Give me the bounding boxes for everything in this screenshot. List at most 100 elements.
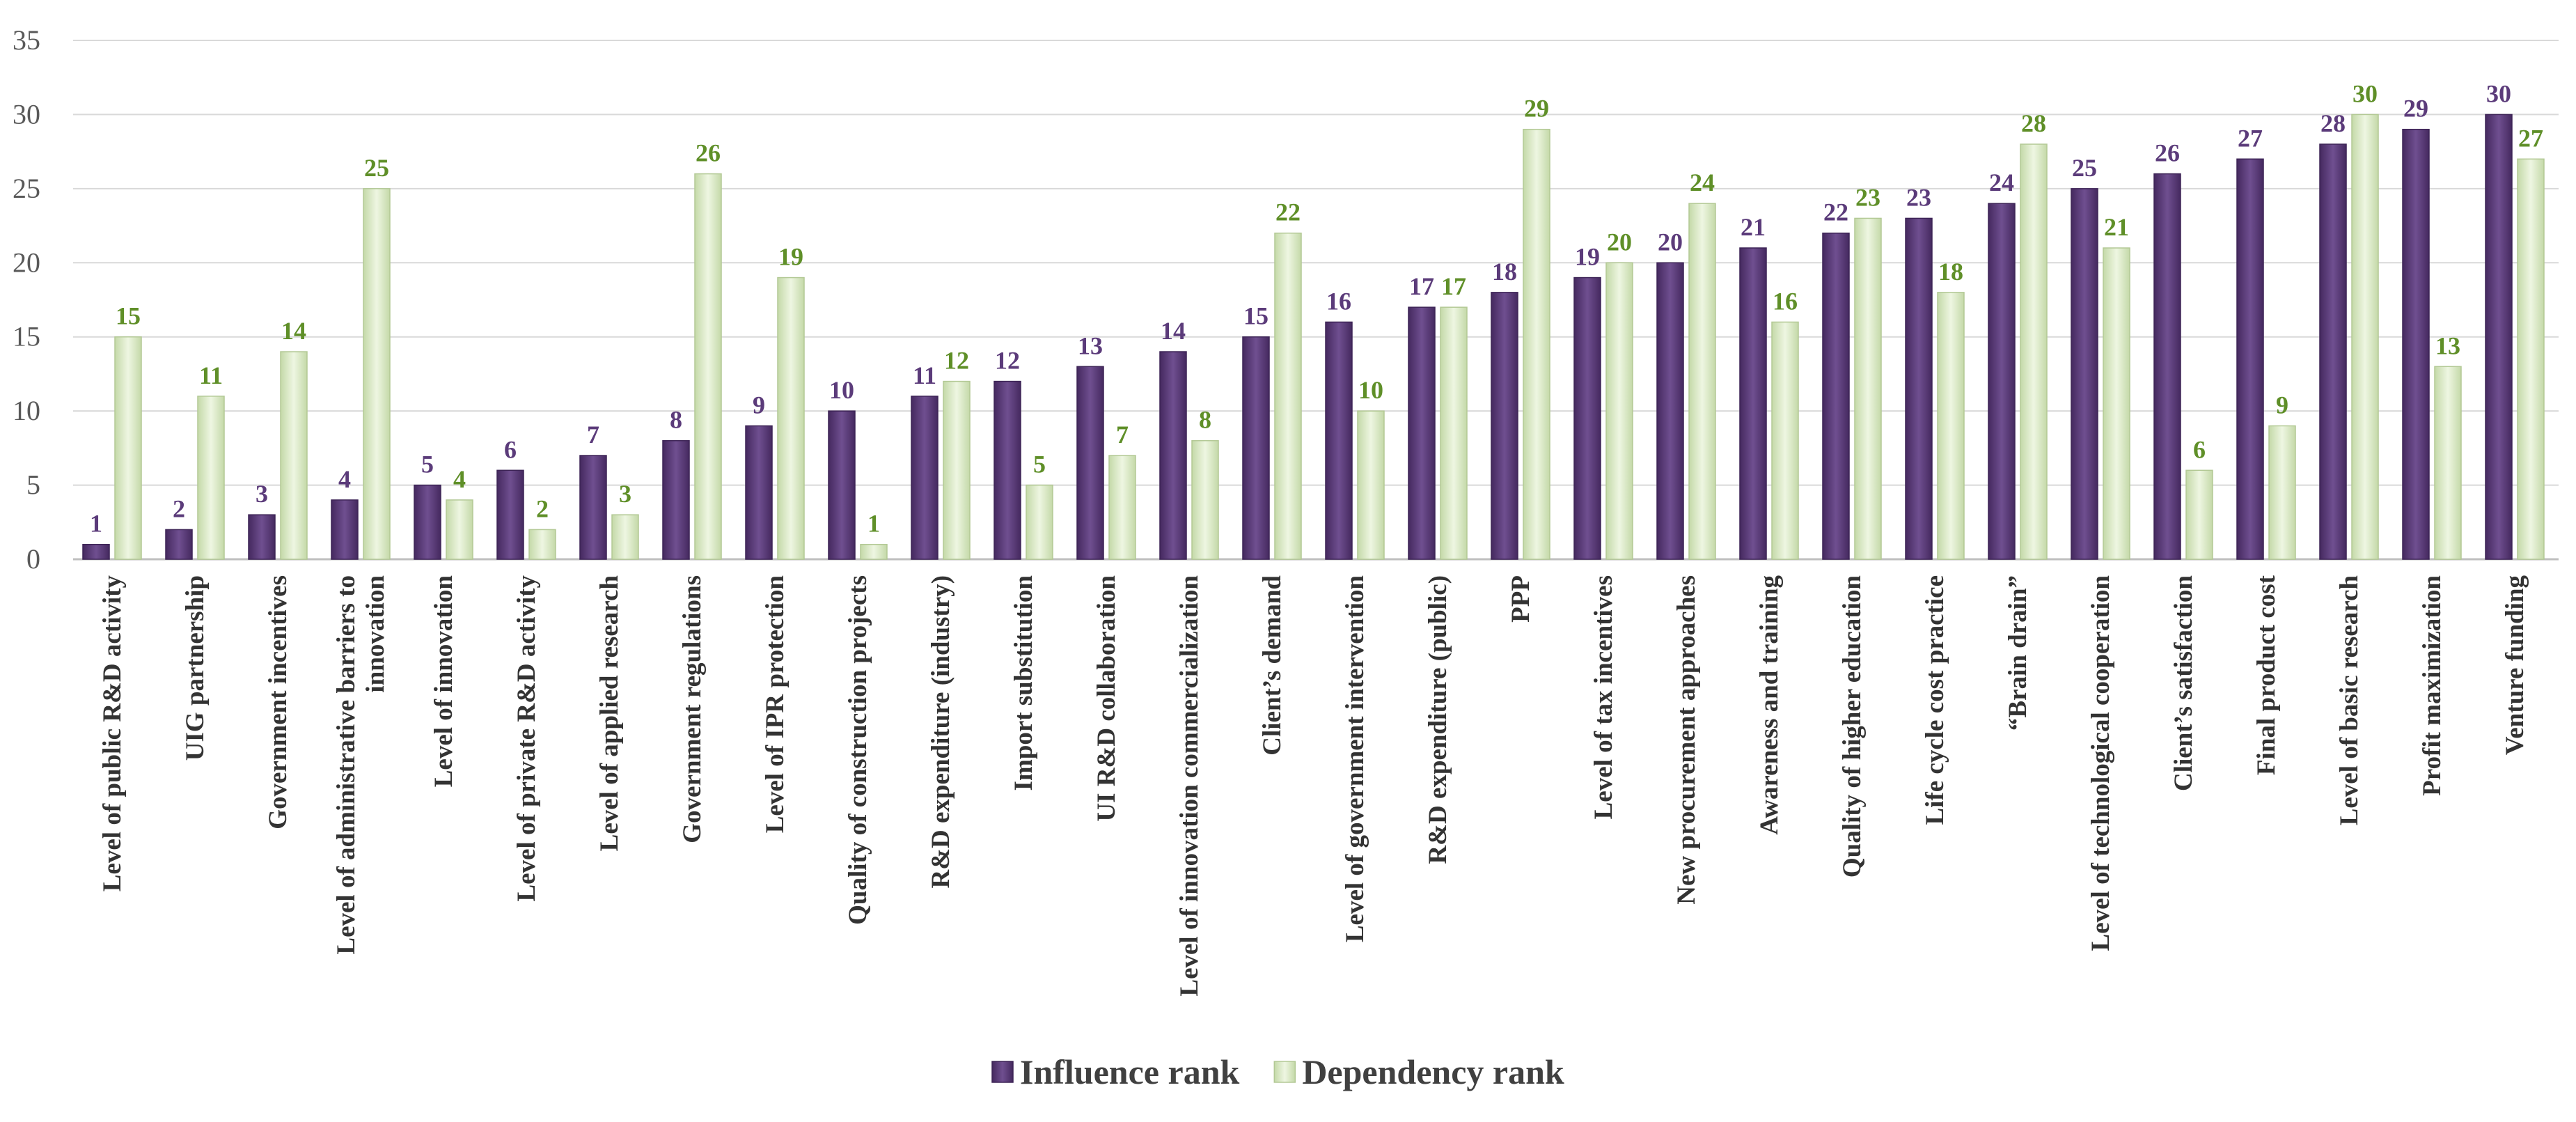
- x-axis-label-line: Profit maximization: [2418, 575, 2447, 796]
- data-label-dependency: 4: [453, 465, 466, 493]
- x-axis-label-line: Awareness and training: [1755, 575, 1784, 835]
- data-label-dependency: 22: [1275, 198, 1301, 226]
- bar-influence: [828, 410, 856, 560]
- data-label-influence: 25: [2072, 154, 2097, 182]
- bar-dependency: [1274, 232, 1302, 560]
- x-axis-label: Level of basic research: [2335, 575, 2364, 826]
- data-label-dependency: 16: [1773, 287, 1798, 315]
- data-label-influence: 11: [913, 361, 936, 389]
- bar-influence: [1656, 262, 1684, 560]
- bar-influence: [745, 425, 773, 560]
- data-label-dependency: 11: [199, 361, 223, 389]
- x-axis-label: UI R&D collaboration: [1092, 575, 1121, 822]
- data-label-dependency: 19: [778, 243, 803, 271]
- data-label-dependency: 9: [2276, 391, 2288, 419]
- x-axis-label: Profit maximization: [2418, 575, 2447, 796]
- data-label-influence: 1: [90, 510, 102, 538]
- data-label-influence: 22: [1823, 198, 1848, 226]
- x-axis-label: Level of public R&D activity: [98, 575, 127, 892]
- legend-swatch-dependency: [1273, 1061, 1296, 1083]
- x-axis-label-line: Import substitution: [1010, 575, 1038, 791]
- bar-influence: [248, 514, 276, 560]
- data-label-influence: 17: [1409, 272, 1434, 300]
- data-label-influence: 30: [2486, 79, 2511, 107]
- bar-dependency: [1605, 262, 1633, 560]
- x-axis-label: Venture funding: [2501, 575, 2529, 756]
- bar-dependency: [2020, 143, 2048, 560]
- x-axis-label-line: Level of applied research: [595, 575, 624, 852]
- x-axis-label: Level of technological cooperation: [2087, 575, 2115, 951]
- bar-influence: [1159, 351, 1187, 560]
- data-label-dependency: 13: [2435, 332, 2460, 359]
- data-label-influence: 4: [338, 465, 351, 493]
- bar-influence: [2402, 128, 2430, 560]
- bar-influence: [662, 439, 690, 560]
- data-label-influence: 14: [1161, 317, 1186, 345]
- x-axis-label: Level of administrative barriers to innov…: [332, 575, 390, 955]
- data-label-influence: 26: [2155, 139, 2180, 167]
- bar-influence: [994, 380, 1021, 560]
- x-axis-label-line: Level of tax incentives: [1589, 575, 1618, 819]
- bar-influence: [1739, 247, 1767, 560]
- x-axis-label: Government regulations: [678, 575, 707, 843]
- data-label-influence: 23: [1906, 183, 1931, 211]
- x-axis-label-line: Level of innovation: [430, 575, 458, 788]
- y-tick-label: 30: [13, 98, 40, 130]
- bar-influence: [414, 484, 441, 560]
- data-label-influence: 3: [256, 480, 268, 508]
- bar-influence: [331, 499, 359, 560]
- bar-influence: [1408, 306, 1436, 560]
- y-tick-label: 5: [26, 469, 40, 501]
- data-label-influence: 28: [2320, 109, 2346, 137]
- bar-dependency: [363, 188, 391, 560]
- bar-dependency: [1440, 306, 1468, 560]
- bar-influence: [1242, 336, 1270, 560]
- x-axis-label-line: Level of innovation commercialization: [1175, 575, 1204, 997]
- bar-influence: [496, 469, 524, 560]
- y-tick-label: 20: [13, 247, 40, 278]
- bar-influence: [1325, 321, 1353, 560]
- data-label-dependency: 15: [116, 302, 141, 330]
- x-axis-label-line: New procurement approaches: [1672, 575, 1701, 905]
- bar-dependency: [1854, 217, 1882, 560]
- data-label-dependency: 25: [364, 154, 389, 182]
- bar-dependency: [1523, 128, 1550, 560]
- bar-dependency: [280, 351, 308, 560]
- data-label-dependency: 1: [867, 510, 880, 538]
- bar-influence: [1491, 292, 1518, 560]
- data-label-influence: 5: [421, 451, 434, 478]
- x-axis-label-line: Venture funding: [2501, 575, 2529, 756]
- data-label-influence: 12: [995, 347, 1020, 375]
- x-axis-label: Level of government intervention: [1341, 575, 1369, 943]
- bar-influence: [2071, 188, 2098, 560]
- bar-influence: [1905, 217, 1933, 560]
- data-label-dependency: 27: [2518, 124, 2543, 152]
- data-label-dependency: 3: [619, 480, 631, 508]
- data-label-influence: 10: [829, 376, 854, 404]
- bar-influence: [1573, 276, 1601, 560]
- data-label-dependency: 7: [1116, 421, 1129, 449]
- x-axis-label: Life cycle cost practice: [1921, 575, 1949, 825]
- x-axis-label: R&D expenditure (public): [1424, 575, 1452, 864]
- data-label-influence: 21: [1741, 213, 1766, 241]
- data-label-influence: 2: [173, 494, 185, 522]
- data-label-influence: 19: [1575, 243, 1600, 271]
- x-axis-label: Awareness and training: [1755, 575, 1784, 835]
- bar-influence: [2236, 158, 2264, 560]
- x-axis-label: Level of tax incentives: [1589, 575, 1618, 819]
- x-axis-label-line: Government regulations: [678, 575, 707, 843]
- y-tick-label: 25: [13, 173, 40, 204]
- x-axis-label-line: Level of administrative barriers to: [332, 575, 361, 955]
- x-axis-label: “Brain drain”: [2004, 575, 2032, 731]
- x-axis-label-line: Level of government intervention: [1341, 575, 1369, 943]
- bar-influence: [2153, 173, 2181, 560]
- x-axis-label-line: PPP: [1507, 575, 1535, 623]
- bar-influence: [911, 396, 938, 560]
- bar-dependency: [611, 514, 639, 560]
- bar-dependency: [1108, 455, 1136, 560]
- data-label-dependency: 2: [536, 494, 549, 522]
- legend-label-influence: Influence rank: [1020, 1052, 1240, 1091]
- data-label-influence: 24: [1989, 169, 2014, 196]
- data-label-dependency: 10: [1358, 376, 1383, 404]
